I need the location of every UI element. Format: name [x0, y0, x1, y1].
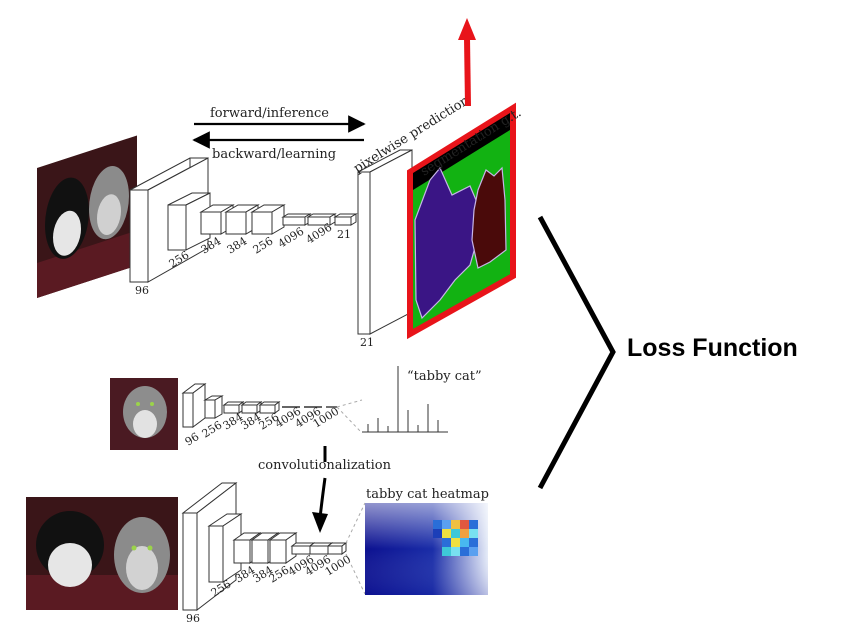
loss-function-label: Loss Function: [627, 334, 798, 362]
tabby-cat-heatmap: tabby cat heatmap: [365, 487, 489, 595]
classification-input-image: [110, 378, 178, 450]
classification-fc-lines: [282, 399, 363, 434]
bottom-projection-lines: [345, 502, 366, 595]
convolutionalization-label: convolutionalization: [258, 458, 392, 473]
classification-conv-stack: [181, 383, 281, 428]
bottom-input-image: [26, 497, 178, 610]
tabby-cat-prediction-label: “tabby cat”: [407, 369, 482, 384]
bottom-conv-stack: [181, 481, 348, 612]
backward-label: backward/learning: [212, 147, 336, 162]
loss-arrow: [458, 18, 476, 107]
heatmap-label: tabby cat heatmap: [366, 487, 489, 502]
top-conv-stack: [129, 149, 413, 335]
loss-bracket: [537, 215, 616, 490]
convolutionalization-arrow: [312, 446, 328, 533]
top-output-depth-label: 21: [360, 336, 374, 349]
forward-label: forward/inference: [210, 106, 329, 121]
segmentation-ground-truth: segmentation g.t.: [407, 102, 524, 340]
class-prediction-plot: “tabby cat”: [362, 366, 482, 433]
bottom-depth-label: 96: [186, 612, 200, 625]
top-depth-label: 384: [225, 234, 250, 256]
top-depth-label: 256: [251, 234, 276, 256]
top-input-image: [37, 135, 137, 298]
top-depth-label: 21: [337, 228, 351, 241]
heatmap-hotspot: [433, 520, 478, 556]
direction-arrows: forward/inference backward/learning: [192, 106, 366, 162]
cls-depth-label: 96: [183, 430, 202, 448]
top-depth-label: 96: [135, 284, 149, 297]
